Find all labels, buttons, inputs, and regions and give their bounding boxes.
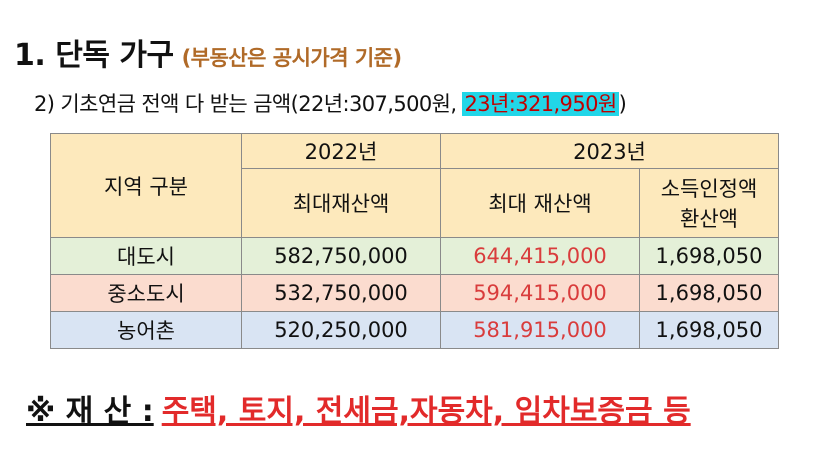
header-income-conversion-line2: 환산액 bbox=[680, 207, 738, 231]
table-row: 대도시 582,750,000 644,415,000 1,698,050 bbox=[50, 237, 779, 275]
cell-region: 중소도시 bbox=[50, 274, 242, 312]
cell-value-2022: 520,250,000 bbox=[241, 311, 441, 349]
heading-subtitle: (부동산은 공시가격 기준) bbox=[181, 46, 403, 70]
cell-region: 대도시 bbox=[50, 237, 242, 275]
cell-value-2022: 582,750,000 bbox=[241, 237, 441, 275]
table-header-row-years: 지역 구분 2022년 2023년 bbox=[50, 133, 779, 238]
pension-amount-prefix: 2) 기초연금 전액 다 받는 금액(22년:307,500원, bbox=[34, 92, 463, 116]
asset-note-label: ※ 재 산 : bbox=[26, 394, 154, 429]
table-header-row-columns: 최대재산액 최대 재산액 소득인정액 환산액 bbox=[51, 168, 779, 238]
cell-income-conversion: 1,698,050 bbox=[639, 237, 779, 275]
cell-region: 농어촌 bbox=[50, 311, 242, 349]
header-max-assets-2022: 최대재산액 bbox=[241, 168, 441, 238]
table-row: 농어촌 520,250,000 581,915,000 1,698,050 bbox=[50, 311, 779, 349]
cell-income-conversion: 1,698,050 bbox=[639, 274, 779, 312]
asset-note-items: 주택, 토지, 전세금,자동차, 임차보증금 등 bbox=[161, 394, 691, 429]
cell-value-2023: 594,415,000 bbox=[440, 274, 640, 312]
page-heading: 1. 단독 가구 (부동산은 공시가격 기준) bbox=[14, 30, 402, 74]
header-max-assets-2023: 최대 재산액 bbox=[440, 168, 640, 238]
pension-amount-line: 2) 기초연금 전액 다 받는 금액(22년:307,500원, 23년:321… bbox=[34, 88, 627, 118]
asset-threshold-table: 지역 구분 2022년 2023년 최대재산액 최대 재산액 소득인정액 환산액… bbox=[50, 133, 779, 349]
pension-amount-highlight: 23년:321,950원 bbox=[462, 92, 619, 116]
header-region: 지역 구분 bbox=[50, 133, 242, 238]
pension-amount-suffix: ) bbox=[618, 92, 627, 116]
cell-value-2022: 532,750,000 bbox=[241, 274, 441, 312]
header-income-conversion-line1: 소득인정액 bbox=[660, 177, 758, 201]
header-2022: 2022년 bbox=[241, 133, 441, 169]
asset-definition-note: ※ 재 산 : 주택, 토지, 전세금,자동차, 임차보증금 등 bbox=[26, 386, 691, 430]
table-row: 중소도시 532,750,000 594,415,000 1,698,050 bbox=[50, 274, 779, 312]
header-income-conversion: 소득인정액 환산액 bbox=[639, 168, 779, 238]
cell-value-2023: 581,915,000 bbox=[440, 311, 640, 349]
header-2023: 2023년 bbox=[440, 133, 779, 169]
cell-income-conversion: 1,698,050 bbox=[639, 311, 779, 349]
heading-title: 1. 단독 가구 bbox=[14, 38, 174, 73]
cell-value-2023: 644,415,000 bbox=[440, 237, 640, 275]
